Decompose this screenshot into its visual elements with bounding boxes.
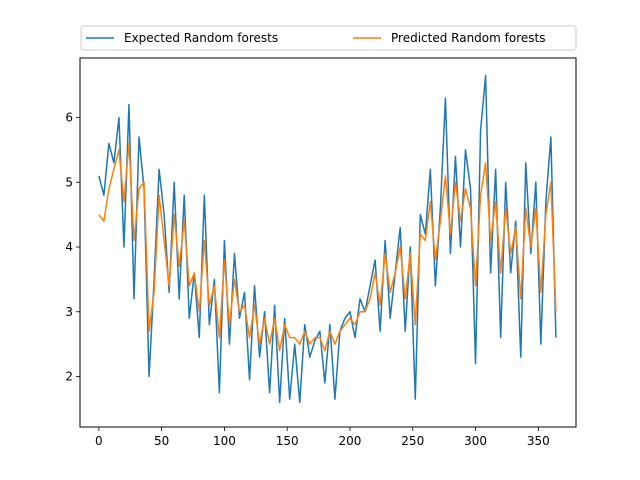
- series-line-predicted: [98, 142, 557, 352]
- legend: Expected Random forests Predicted Random…: [80, 25, 577, 51]
- plot-frame: [79, 57, 577, 428]
- x-tick-label: 350: [527, 434, 550, 448]
- x-tick-label: 250: [401, 434, 424, 448]
- legend-label-predicted: Predicted Random forests: [391, 31, 545, 45]
- x-tick-label: 100: [213, 434, 236, 448]
- series-layer: [98, 74, 557, 404]
- x-tick-label: 300: [464, 434, 487, 448]
- legend-label-expected: Expected Random forests: [124, 31, 278, 45]
- y-tick-label: 5: [65, 175, 73, 189]
- y-tick-label: 6: [65, 111, 73, 125]
- series-line-expected: [98, 74, 557, 404]
- x-tick-label: 0: [95, 434, 103, 448]
- legend-box: [80, 25, 577, 51]
- x-tick-label: 50: [154, 434, 169, 448]
- x-tick-label: 200: [339, 434, 362, 448]
- y-tick-label: 2: [65, 370, 73, 384]
- axes-layer: 0 50 100 150 200 250 300 350 2 3 4 5 6: [65, 111, 549, 448]
- x-tick-label: 150: [276, 434, 299, 448]
- y-tick-label: 3: [65, 305, 73, 319]
- y-tick-label: 4: [65, 240, 73, 254]
